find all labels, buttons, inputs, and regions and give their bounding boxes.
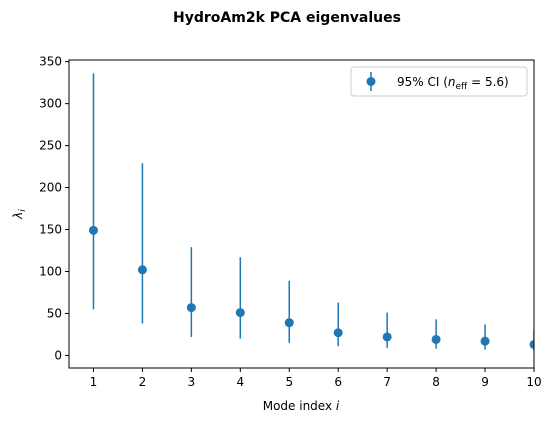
legend-frame bbox=[350, 66, 528, 97]
legend: 95% CI (neff = 5.6) bbox=[350, 66, 528, 97]
y-tick-label: 200 bbox=[39, 181, 62, 195]
x-axis: 1 2 3 4 5 6 7 8 9 10 bbox=[90, 368, 542, 389]
legend-marker-point bbox=[366, 77, 376, 86]
data-point bbox=[284, 318, 294, 328]
data-point bbox=[529, 340, 534, 350]
x-tick-label: 2 bbox=[139, 375, 147, 389]
y-axis: 0 50 100 150 200 250 300 350 bbox=[39, 55, 69, 362]
y-tick-label: 300 bbox=[39, 97, 62, 111]
x-tick-label: 4 bbox=[236, 375, 244, 389]
y-tick-label: 100 bbox=[39, 264, 62, 278]
x-tick-label: 6 bbox=[334, 375, 342, 389]
data-point bbox=[382, 332, 392, 342]
x-axis-label: Mode index i bbox=[263, 399, 340, 413]
legend-label: 95% CI (neff = 5.6) bbox=[397, 75, 509, 92]
x-tick-label: 10 bbox=[526, 375, 541, 389]
x-tick-label: 9 bbox=[481, 375, 489, 389]
y-tick-label: 50 bbox=[47, 306, 62, 320]
chart-title: HydroAm2k PCA eigenvalues bbox=[173, 10, 401, 26]
y-tick-label: 350 bbox=[39, 55, 62, 69]
x-tick-label: 5 bbox=[285, 375, 293, 389]
data-point bbox=[137, 265, 147, 275]
x-tick-label: 1 bbox=[90, 375, 98, 389]
x-tick-label: 7 bbox=[383, 375, 391, 389]
x-tick-label: 3 bbox=[188, 375, 196, 389]
y-tick-label: 0 bbox=[54, 348, 62, 362]
data-point bbox=[88, 225, 98, 235]
data-point bbox=[235, 308, 245, 318]
y-axis-label: λi bbox=[11, 209, 28, 220]
y-tick-label: 250 bbox=[39, 139, 62, 153]
plot-area bbox=[88, 73, 534, 351]
data-point bbox=[431, 334, 441, 344]
y-tick-label: 150 bbox=[39, 223, 62, 237]
data-point bbox=[480, 336, 490, 346]
data-point bbox=[186, 303, 196, 313]
data-point bbox=[333, 328, 343, 338]
x-tick-label: 8 bbox=[432, 375, 440, 389]
plot-frame bbox=[68, 59, 535, 369]
